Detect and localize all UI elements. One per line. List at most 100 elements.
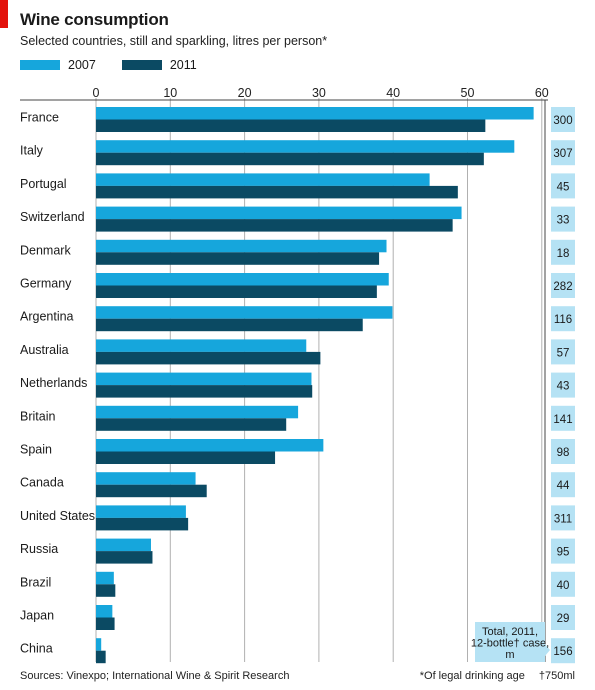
bar-2011 xyxy=(96,285,377,298)
case-total-box xyxy=(551,538,575,564)
bar-2011 xyxy=(96,252,380,265)
case-total-box xyxy=(551,405,575,431)
case-total-value: 45 xyxy=(557,181,570,193)
bar-2011 xyxy=(96,185,458,199)
footnote-bottle: †750ml xyxy=(538,670,575,682)
legend-item-2007: 2007 xyxy=(20,58,96,72)
case-total-value: 29 xyxy=(557,613,570,625)
case-total-box xyxy=(551,339,575,365)
x-tick-label: 30 xyxy=(312,86,326,100)
chart-title: Wine consumption xyxy=(20,10,169,29)
brand-red-tag xyxy=(0,0,8,28)
bar-2007 xyxy=(96,605,113,618)
case-total-box xyxy=(551,173,575,199)
category-label: Argentina xyxy=(20,310,74,324)
case-total-value: 18 xyxy=(557,248,570,260)
bar-2011 xyxy=(96,152,484,166)
case-callout-box xyxy=(475,622,545,662)
case-total-box xyxy=(551,372,575,398)
bar-2007 xyxy=(96,571,114,585)
case-total-box xyxy=(551,439,575,464)
case-total-value: 300 xyxy=(553,115,572,127)
case-total-value: 43 xyxy=(557,381,570,393)
category-label: Japan xyxy=(20,609,54,623)
bar-2007 xyxy=(96,405,299,419)
bar-2011 xyxy=(96,617,115,630)
case-total-box xyxy=(551,107,575,132)
bar-2007 xyxy=(96,273,389,286)
bar-2007 xyxy=(96,339,307,352)
category-label: Netherlands xyxy=(20,376,87,390)
bar-2011 xyxy=(96,484,207,498)
bar-2011 xyxy=(96,318,363,332)
case-callout-pointer xyxy=(545,644,550,656)
case-callout-label: m xyxy=(505,649,514,661)
category-label: China xyxy=(20,642,53,656)
bar-2007 xyxy=(96,439,324,452)
bar-2011 xyxy=(96,650,106,664)
x-tick-label: 0 xyxy=(93,86,100,100)
category-label: France xyxy=(20,111,59,125)
legend-label-2007: 2007 xyxy=(68,58,96,72)
case-total-value: 311 xyxy=(554,513,572,525)
legend: 2007 2011 xyxy=(20,58,223,72)
bar-2007 xyxy=(96,206,462,220)
bar-2011 xyxy=(96,451,276,464)
case-callout-label: 12-bottle† case, xyxy=(471,638,549,650)
category-label: Denmark xyxy=(20,243,71,257)
bar-2011 xyxy=(96,119,486,132)
bar-2007 xyxy=(96,107,534,120)
source-note: Sources: Vinexpo; International Wine & S… xyxy=(20,670,290,682)
bar-2007 xyxy=(96,173,430,186)
case-total-value: 40 xyxy=(557,580,570,592)
x-tick-label: 60 xyxy=(535,86,549,100)
bar-2011 xyxy=(96,551,153,564)
case-total-box xyxy=(551,638,575,664)
case-total-value: 95 xyxy=(557,547,570,559)
bar-2007 xyxy=(96,505,186,518)
legend-swatch-2011 xyxy=(121,60,162,70)
case-callout-label: Total, 2011, xyxy=(482,626,538,638)
case-total-box xyxy=(551,505,575,531)
footnotes: *Of legal drinking age †750ml xyxy=(420,670,575,682)
footnote-age: *Of legal drinking age xyxy=(419,670,525,682)
category-label: United States xyxy=(20,509,95,523)
x-tick-label: 20 xyxy=(238,86,252,100)
legend-label-2011: 2011 xyxy=(169,58,197,72)
case-total-value: 282 xyxy=(553,281,572,293)
bar-2007 xyxy=(96,372,312,386)
category-label: Britain xyxy=(20,409,55,423)
case-total-box xyxy=(551,605,575,630)
case-total-box xyxy=(551,571,575,597)
case-total-value: 98 xyxy=(557,447,570,459)
bar-2011 xyxy=(96,385,313,398)
case-total-box xyxy=(551,140,575,166)
case-total-box xyxy=(551,472,575,498)
case-total-value: 116 xyxy=(554,314,572,326)
case-total-value: 44 xyxy=(557,480,570,492)
bar-2007 xyxy=(96,638,102,651)
bar-2011 xyxy=(96,219,453,232)
legend-item-2011: 2011 xyxy=(121,58,197,72)
category-label: Brazil xyxy=(20,575,51,589)
bar-2007 xyxy=(96,239,387,253)
case-total-value: 57 xyxy=(557,347,570,359)
bar-2011 xyxy=(96,517,189,531)
case-total-value: 33 xyxy=(557,215,570,227)
bar-2011 xyxy=(96,418,287,431)
bar-2007 xyxy=(96,538,151,552)
category-label: Spain xyxy=(20,443,52,457)
case-total-box xyxy=(551,273,575,298)
case-total-box xyxy=(551,206,575,232)
legend-swatch-2007 xyxy=(20,60,60,70)
category-label: Canada xyxy=(20,476,64,490)
x-tick-label: 50 xyxy=(461,86,475,100)
bar-2011 xyxy=(96,351,321,365)
case-total-box xyxy=(551,306,575,332)
bar-2007 xyxy=(96,306,393,319)
chart-subtitle: Selected countries, still and sparkling,… xyxy=(20,34,328,48)
case-total-value: 307 xyxy=(553,148,572,160)
case-total-box xyxy=(551,239,575,265)
category-label: Portugal xyxy=(20,177,67,191)
case-total-value: 141 xyxy=(553,414,572,426)
